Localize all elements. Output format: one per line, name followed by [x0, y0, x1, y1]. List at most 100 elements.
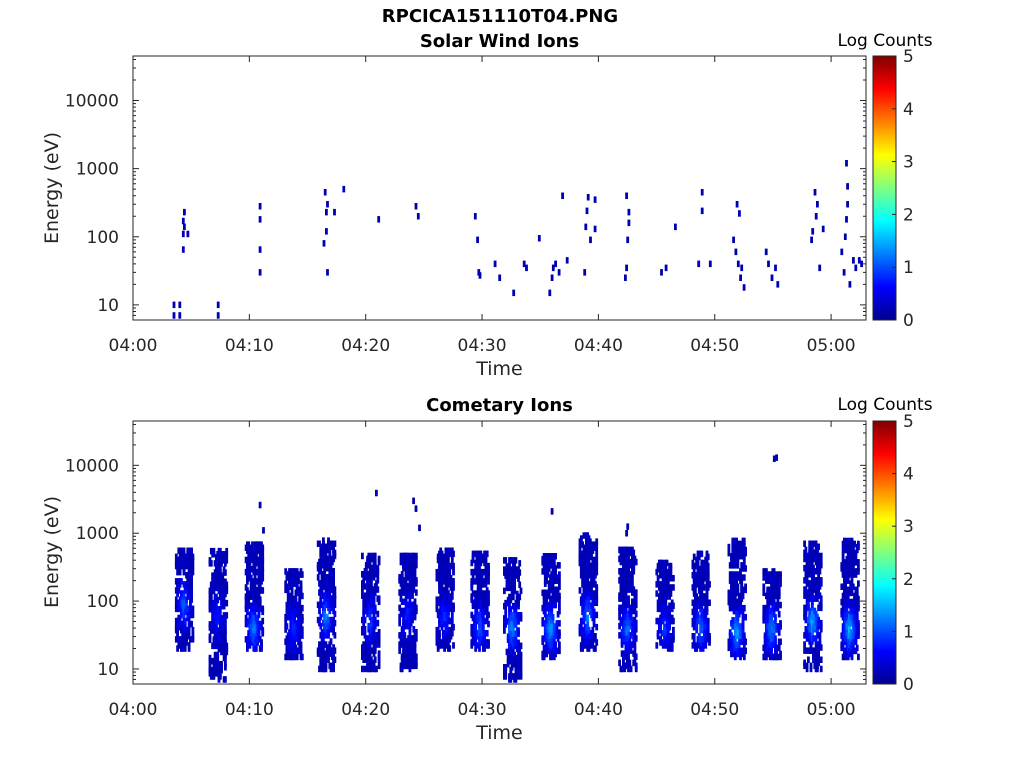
data-cell — [581, 633, 584, 640]
data-cell — [418, 524, 421, 532]
data-cell — [850, 589, 854, 597]
data-cell — [701, 642, 705, 649]
x-tick-label: 04:50 — [690, 336, 739, 356]
data-cell — [172, 301, 176, 309]
data-cell — [744, 647, 747, 655]
data-cell — [504, 557, 508, 564]
data-cell — [261, 617, 265, 625]
data-cell — [627, 208, 631, 216]
data-cell — [550, 274, 554, 281]
data-cell — [333, 619, 337, 627]
data-cell — [190, 620, 193, 628]
data-cell — [857, 620, 860, 627]
data-cell — [333, 647, 337, 654]
data-cell — [625, 546, 629, 554]
data-cell — [803, 659, 806, 667]
data-cell — [471, 599, 475, 606]
data-cell — [225, 599, 229, 607]
data-cell — [187, 642, 191, 649]
data-cell — [655, 642, 659, 649]
data-cell — [625, 530, 628, 537]
data-cell — [414, 589, 418, 596]
data-cell — [851, 583, 855, 590]
data-cell — [216, 651, 220, 659]
data-cell — [595, 584, 599, 591]
data-cell — [735, 201, 739, 208]
data-cell — [519, 587, 523, 595]
data-cell — [297, 577, 300, 584]
data-cell — [438, 608, 441, 616]
data-cell — [703, 584, 706, 591]
data-cell — [181, 230, 185, 238]
data-cell — [487, 578, 490, 585]
data-cell — [368, 644, 372, 651]
data-cell — [736, 583, 740, 590]
data-cell — [318, 607, 321, 615]
data-cell — [558, 620, 561, 627]
data-cell — [452, 642, 455, 649]
data-cell — [706, 553, 710, 561]
data-cell — [361, 552, 364, 560]
data-cell — [777, 644, 781, 652]
data-cell — [772, 455, 776, 462]
data-cell — [518, 560, 522, 567]
data-cell — [701, 636, 705, 643]
data-cell — [588, 538, 592, 545]
data-cell — [518, 581, 522, 588]
solar-wind-panel: 04:00 04:10 04:20 04:30 04:40 04:50 05:0010100… — [65, 47, 914, 356]
data-cell — [373, 656, 377, 663]
data-cell — [191, 611, 195, 619]
data-cell — [816, 201, 819, 208]
data-cell — [631, 577, 634, 584]
y-tick-label: 10 — [97, 660, 119, 680]
data-cell — [666, 575, 670, 582]
data-cell — [696, 611, 700, 619]
data-cell — [473, 213, 477, 220]
data-cell — [846, 201, 849, 208]
data-cell — [286, 592, 290, 600]
data-cell — [779, 571, 782, 578]
data-cell — [244, 593, 248, 600]
data-cell — [209, 596, 213, 604]
data-cell — [178, 312, 182, 319]
data-cell — [555, 626, 559, 633]
colorbar-tick-label: 5 — [903, 412, 914, 432]
data-cell — [819, 601, 823, 609]
data-cell — [779, 601, 782, 609]
data-cell — [695, 623, 699, 631]
data-cell — [361, 616, 364, 624]
data-cell — [487, 590, 490, 597]
data-cell — [537, 235, 541, 242]
colorbar-tick-label: 2 — [903, 570, 914, 590]
data-cell — [485, 550, 489, 558]
data-cell — [672, 575, 675, 582]
data-cell — [744, 546, 747, 554]
data-cell — [627, 626, 630, 633]
data-cell — [854, 264, 858, 272]
data-cell — [819, 595, 823, 602]
data-cell — [669, 572, 673, 579]
data-cell — [518, 593, 522, 601]
data-cell — [414, 561, 418, 569]
data-cell — [625, 619, 629, 627]
data-cell — [376, 610, 380, 618]
data-cell — [361, 665, 364, 673]
data-cell — [627, 665, 630, 673]
colorbar-tick-label: 4 — [903, 465, 914, 485]
data-cell — [452, 550, 455, 558]
plot-frame — [132, 420, 867, 685]
data-cell — [817, 552, 820, 560]
data-cell — [558, 641, 561, 648]
data-cell — [774, 264, 777, 272]
data-cell — [581, 626, 584, 634]
data-cell — [185, 562, 188, 570]
data-cell — [368, 558, 372, 566]
data-cell — [299, 580, 303, 587]
data-cell — [807, 601, 810, 609]
data-cell — [765, 638, 768, 645]
x-tick-label: 04:10 — [225, 336, 274, 356]
data-cell — [634, 662, 638, 670]
data-cell — [224, 660, 227, 668]
data-cell — [627, 653, 630, 660]
data-cell — [565, 257, 569, 264]
